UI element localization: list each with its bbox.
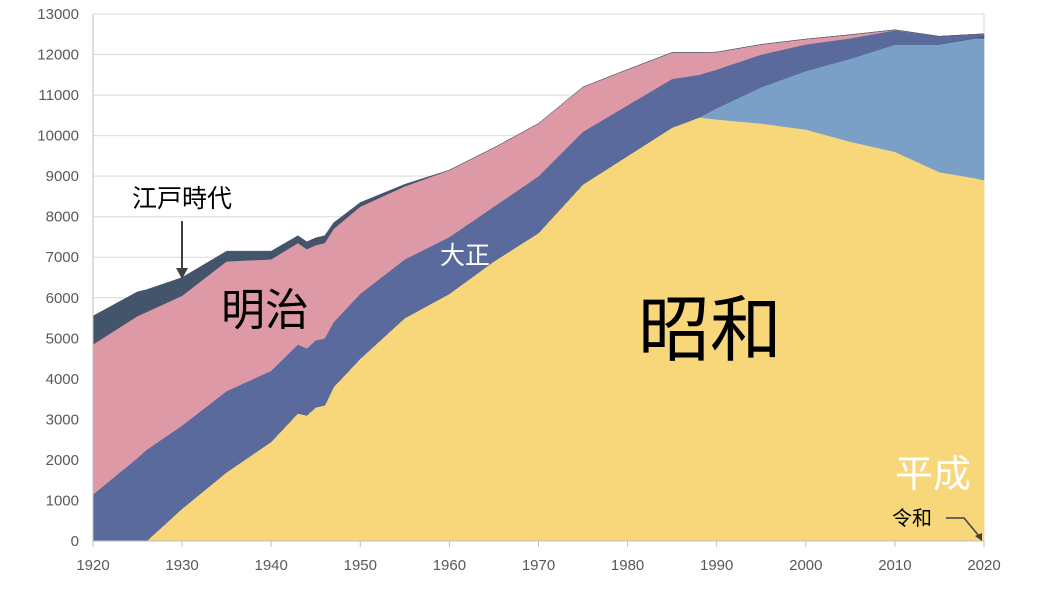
y-tick-label: 1000 — [46, 492, 79, 509]
y-tick-label: 3000 — [46, 411, 79, 428]
x-tick-label: 2010 — [878, 557, 911, 574]
x-tick-label: 1990 — [700, 557, 733, 574]
reiwa-arrow-head — [975, 533, 982, 541]
y-tick-label: 9000 — [46, 168, 79, 185]
y-tick-label: 13000 — [37, 6, 79, 23]
x-tick-label: 1940 — [255, 557, 288, 574]
y-tick-label: 8000 — [46, 209, 79, 226]
y-tick-label: 12000 — [37, 47, 79, 64]
x-tick-label: 1950 — [344, 557, 377, 574]
x-tick-label: 2020 — [967, 557, 1000, 574]
y-tick-label: 0 — [71, 533, 79, 550]
y-tick-label: 4000 — [46, 371, 79, 388]
era-label-4: 平成 — [895, 452, 971, 496]
era-label-3: 昭和 — [638, 288, 782, 372]
era-label-0: 江戸時代 — [132, 184, 232, 213]
edo-arrow-head — [176, 268, 188, 279]
era-label-5: 令和 — [892, 506, 932, 530]
y-tick-label: 2000 — [46, 452, 79, 469]
x-tick-label: 1970 — [522, 557, 555, 574]
era-label-2: 大正 — [440, 241, 490, 270]
area-series — [92, 29, 985, 542]
reiwa-arrow-line — [946, 517, 980, 537]
y-tick-label: 6000 — [46, 290, 79, 307]
axes: 0 1000 2000 3000 4000 5000 6000 7000 8000 9000 100… — [37, 6, 1000, 574]
y-tick-label: 7000 — [46, 249, 79, 266]
y-tick-label: 5000 — [46, 330, 79, 347]
y-tick-label: 11000 — [38, 87, 79, 104]
x-tick-label: 1930 — [165, 557, 198, 574]
y-tick-label: 10000 — [37, 128, 79, 145]
x-tick-label: 2000 — [789, 557, 822, 574]
x-tick-label: 1980 — [611, 557, 644, 574]
area-5 — [92, 29, 985, 345]
x-tick-label: 1960 — [433, 557, 466, 574]
x-tick-label: 1920 — [76, 557, 109, 574]
era-label-1: 明治 — [221, 285, 309, 336]
